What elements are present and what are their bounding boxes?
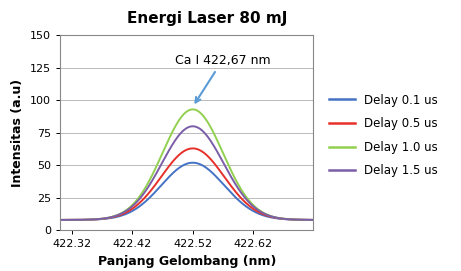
Delay 1.0 us bbox=[219, 149, 225, 152]
Delay 1.5 us bbox=[250, 204, 255, 207]
Delay 0.5 us bbox=[212, 162, 217, 165]
Delay 1.5 us bbox=[190, 125, 195, 128]
Text: Energi Laser 80 mJ: Energi Laser 80 mJ bbox=[127, 11, 288, 26]
Delay 0.1 us bbox=[276, 217, 281, 220]
Delay 1.5 us bbox=[212, 145, 217, 148]
Delay 0.1 us bbox=[205, 167, 210, 170]
Line: Delay 1.0 us: Delay 1.0 us bbox=[60, 109, 313, 220]
Delay 0.5 us bbox=[311, 218, 316, 221]
Delay 0.5 us bbox=[57, 218, 63, 222]
Delay 0.1 us bbox=[250, 209, 255, 212]
Delay 0.5 us bbox=[276, 217, 281, 220]
X-axis label: Panjang Gelombang (nm): Panjang Gelombang (nm) bbox=[98, 255, 276, 268]
Delay 0.1 us bbox=[311, 218, 316, 221]
Delay 1.0 us bbox=[250, 203, 255, 206]
Delay 1.0 us bbox=[212, 132, 217, 136]
Delay 0.5 us bbox=[73, 218, 78, 221]
Legend: Delay 0.1 us, Delay 0.5 us, Delay 1.0 us, Delay 1.5 us: Delay 0.1 us, Delay 0.5 us, Delay 1.0 us… bbox=[329, 93, 438, 178]
Delay 0.1 us bbox=[73, 218, 78, 221]
Delay 1.0 us bbox=[205, 120, 210, 124]
Delay 1.5 us bbox=[57, 218, 63, 222]
Delay 1.0 us bbox=[190, 108, 195, 111]
Delay 0.5 us bbox=[190, 147, 195, 150]
Delay 1.5 us bbox=[205, 135, 210, 138]
Delay 0.1 us bbox=[212, 173, 217, 176]
Delay 0.1 us bbox=[219, 181, 225, 184]
Delay 1.0 us bbox=[73, 218, 78, 221]
Delay 1.5 us bbox=[73, 218, 78, 221]
Delay 1.5 us bbox=[276, 217, 281, 220]
Delay 0.1 us bbox=[190, 161, 195, 164]
Line: Delay 0.5 us: Delay 0.5 us bbox=[60, 149, 313, 220]
Delay 1.5 us bbox=[219, 158, 225, 162]
Delay 1.0 us bbox=[57, 218, 63, 222]
Delay 0.1 us bbox=[57, 218, 63, 222]
Text: Ca I 422,67 nm: Ca I 422,67 nm bbox=[175, 54, 270, 102]
Delay 0.5 us bbox=[219, 172, 225, 175]
Delay 0.5 us bbox=[250, 207, 255, 210]
Line: Delay 0.1 us: Delay 0.1 us bbox=[60, 163, 313, 220]
Delay 0.5 us bbox=[205, 154, 210, 157]
Delay 1.0 us bbox=[276, 216, 281, 220]
Delay 1.5 us bbox=[311, 218, 316, 221]
Line: Delay 1.5 us: Delay 1.5 us bbox=[60, 126, 313, 220]
Delay 1.0 us bbox=[311, 218, 316, 221]
Y-axis label: Intensitas (a.u): Intensitas (a.u) bbox=[11, 79, 24, 187]
